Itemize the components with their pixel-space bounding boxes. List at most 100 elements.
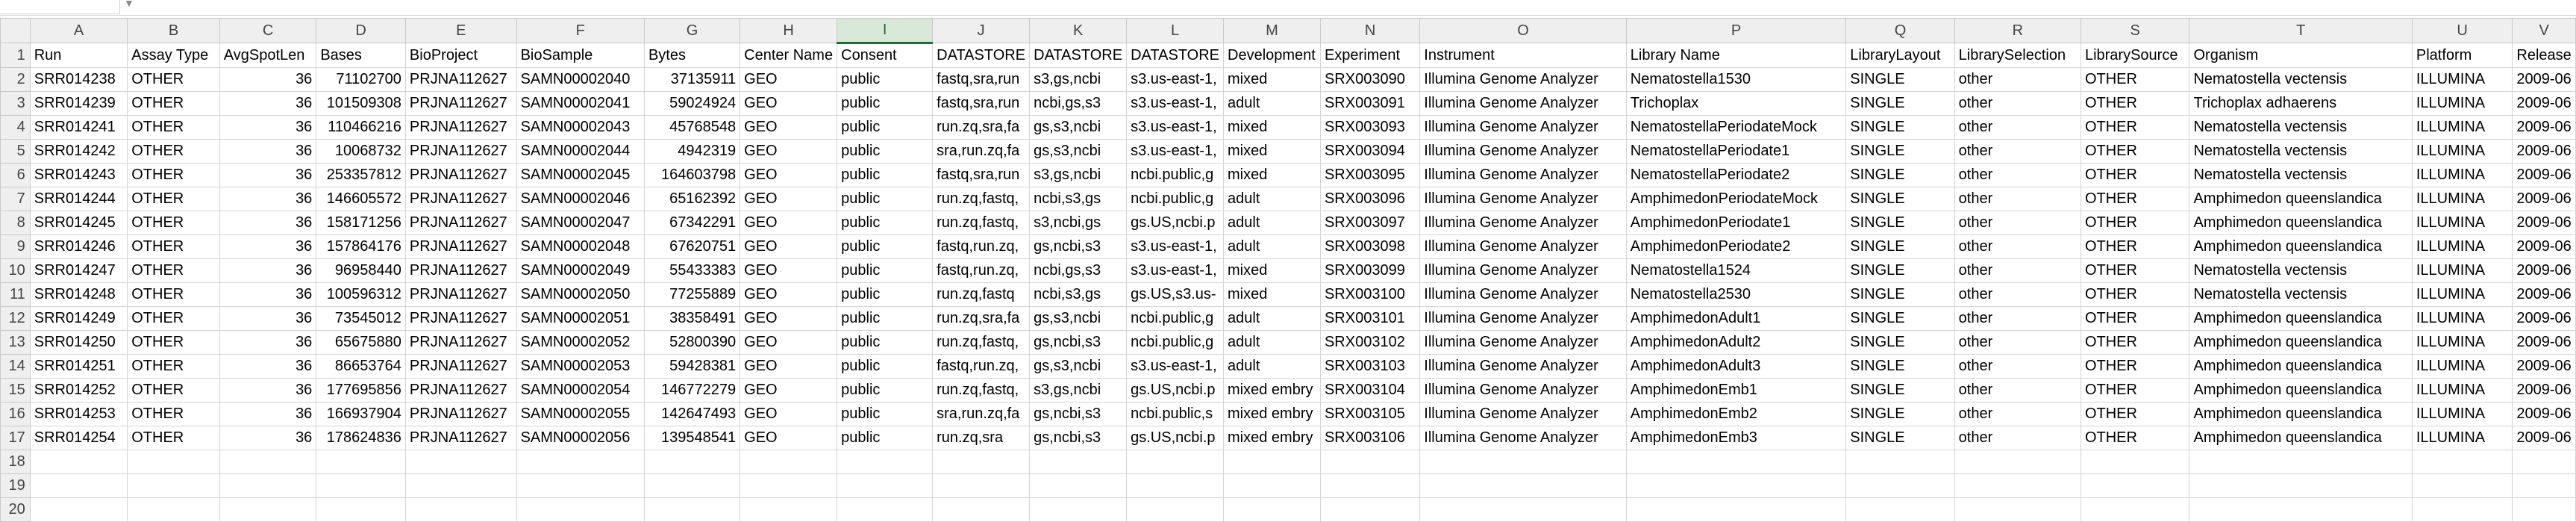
cell[interactable]: 146605572	[316, 187, 406, 211]
cell[interactable]: SINGLE	[1845, 211, 1955, 235]
cell[interactable]: public	[837, 258, 934, 283]
cell[interactable]: other	[1954, 306, 2081, 331]
cell[interactable]: SRX003098	[1319, 234, 1421, 259]
header-cell[interactable]: BioSample	[516, 43, 645, 68]
cell[interactable]: GEO	[740, 282, 838, 307]
cell[interactable]	[932, 473, 1031, 498]
cell[interactable]: SRX003093	[1319, 115, 1421, 140]
cell[interactable]: SRR014242	[29, 139, 128, 164]
cell[interactable]: mixed	[1223, 258, 1321, 283]
cell[interactable]: s3.us-east-1,	[1126, 354, 1225, 379]
row-header[interactable]: 17	[0, 426, 31, 450]
cell[interactable]: NematostellaPeriodate2	[1625, 163, 1847, 187]
cell[interactable]: 2009-06	[2512, 354, 2576, 379]
cell[interactable]: SINGLE	[1845, 67, 1955, 92]
cell[interactable]: 36	[219, 282, 317, 307]
row-header[interactable]: 19	[0, 473, 31, 498]
cell[interactable]: 37135911	[643, 67, 741, 92]
cell[interactable]: 146772279	[643, 378, 741, 403]
header-cell[interactable]: LibrarySource	[2080, 43, 2190, 68]
cell[interactable]: 164603798	[643, 163, 741, 187]
cell[interactable]	[1029, 450, 1128, 474]
row-header[interactable]: 2	[0, 67, 31, 92]
cell[interactable]: 36	[219, 163, 317, 187]
cell[interactable]: SRR014252	[29, 378, 128, 403]
cell[interactable]: OTHER	[127, 187, 220, 211]
cell[interactable]: run.zq,fastq,	[932, 330, 1031, 355]
cell[interactable]: run.zq,fastq,	[932, 211, 1031, 235]
row-header[interactable]: 5	[0, 139, 31, 164]
header-cell[interactable]: Experiment	[1319, 43, 1421, 68]
cell[interactable]: adult	[1223, 187, 1321, 211]
cell[interactable]: OTHER	[2080, 330, 2190, 355]
header-cell[interactable]: Consent	[837, 43, 934, 68]
cell[interactable]: ncbi.public,g	[1126, 306, 1225, 331]
cell[interactable]	[1625, 450, 1847, 474]
cell[interactable]: Illumina Genome Analyzer	[1419, 115, 1627, 140]
cell[interactable]	[2189, 450, 2413, 474]
cell[interactable]	[29, 450, 128, 474]
cell[interactable]: 100596312	[316, 282, 406, 307]
cell[interactable]: SINGLE	[1845, 91, 1955, 116]
cell[interactable]: Illumina Genome Analyzer	[1419, 426, 1627, 450]
cell[interactable]: ILLUMINA	[2411, 211, 2513, 235]
cell[interactable]: fastq,sra,run	[932, 91, 1031, 116]
cell[interactable]: public	[837, 91, 934, 116]
cell[interactable]: public	[837, 211, 934, 235]
cell[interactable]: OTHER	[2080, 211, 2190, 235]
cell[interactable]: 65162392	[643, 187, 741, 211]
cell[interactable]: ncbi,gs,s3	[1029, 258, 1128, 283]
cell[interactable]: Illumina Genome Analyzer	[1419, 258, 1627, 283]
cell[interactable]	[1419, 497, 1627, 522]
cell[interactable]: GEO	[740, 354, 838, 379]
header-cell[interactable]: Organism	[2189, 43, 2413, 68]
header-cell[interactable]: Bytes	[643, 43, 741, 68]
cell[interactable]: gs,ncbi,s3	[1029, 402, 1128, 426]
cell[interactable]: public	[837, 282, 934, 307]
cell[interactable]: SAMN00002040	[516, 67, 645, 92]
column-header-o[interactable]: O	[1419, 18, 1627, 43]
cell[interactable]	[643, 497, 741, 522]
cell[interactable]: AmphimedonEmb1	[1625, 378, 1847, 403]
cell[interactable]: 10068732	[316, 139, 406, 164]
cell[interactable]: 2009-06	[2512, 211, 2576, 235]
cell[interactable]	[404, 450, 517, 474]
cell[interactable]: GEO	[740, 115, 838, 140]
cell[interactable]: mixed	[1223, 115, 1321, 140]
cell[interactable]	[2512, 497, 2576, 522]
cell[interactable]: SRX003099	[1319, 258, 1421, 283]
cell[interactable]: OTHER	[2080, 306, 2190, 331]
cell[interactable]: SAMN00002052	[516, 330, 645, 355]
cell[interactable]: SRX003094	[1319, 139, 1421, 164]
cell[interactable]: GEO	[740, 402, 838, 426]
cell[interactable]: Illumina Genome Analyzer	[1419, 187, 1627, 211]
cell[interactable]: SAMN00002048	[516, 234, 645, 259]
cell[interactable]: OTHER	[2080, 67, 2190, 92]
cell[interactable]: OTHER	[127, 234, 220, 259]
cell[interactable]: public	[837, 139, 934, 164]
cell[interactable]: SINGLE	[1845, 426, 1955, 450]
cell[interactable]: 59428381	[643, 354, 741, 379]
cell[interactable]: SAMN00002046	[516, 187, 645, 211]
cell[interactable]: SINGLE	[1845, 354, 1955, 379]
column-header-h[interactable]: H	[740, 18, 838, 43]
cell[interactable]: PRJNA112627	[404, 67, 517, 92]
cell[interactable]: OTHER	[2080, 187, 2190, 211]
cell[interactable]: ILLUMINA	[2411, 426, 2513, 450]
header-cell[interactable]: LibraryLayout	[1845, 43, 1955, 68]
cell[interactable]: GEO	[740, 258, 838, 283]
cell[interactable]: 36	[219, 139, 317, 164]
cell[interactable]: other	[1954, 163, 2081, 187]
cell[interactable]: other	[1954, 426, 2081, 450]
cell[interactable]: AmphimedonAdult2	[1625, 330, 1847, 355]
cell[interactable]: Illumina Genome Analyzer	[1419, 163, 1627, 187]
cell[interactable]: run.zq,sra,fa	[932, 115, 1031, 140]
cell[interactable]	[1954, 450, 2081, 474]
cell[interactable]: public	[837, 378, 934, 403]
cell[interactable]	[837, 450, 934, 474]
cell[interactable]: PRJNA112627	[404, 330, 517, 355]
header-cell[interactable]: LibrarySelection	[1954, 43, 2081, 68]
cell[interactable]	[1319, 450, 1421, 474]
cell[interactable]: 38358491	[643, 306, 741, 331]
cell[interactable]	[2080, 450, 2190, 474]
